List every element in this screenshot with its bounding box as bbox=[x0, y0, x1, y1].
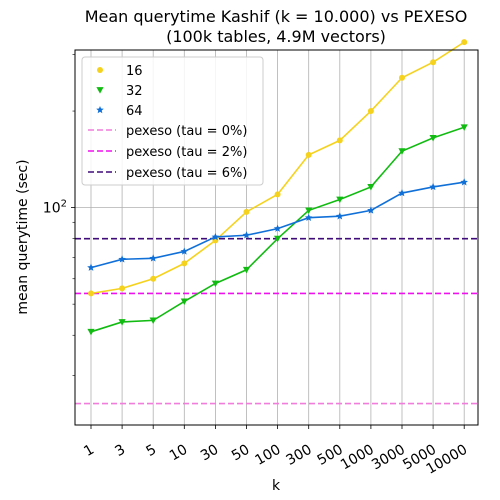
data-point bbox=[429, 182, 437, 191]
legend-label: 16 bbox=[126, 64, 143, 79]
legend-item: 16 bbox=[97, 64, 143, 79]
legend-item: pexeso (tau = 2%) bbox=[88, 145, 247, 160]
x-tick-label: 50 bbox=[229, 442, 252, 465]
data-point bbox=[243, 208, 250, 215]
data-point bbox=[180, 247, 189, 255]
data-point bbox=[150, 275, 157, 282]
data-point bbox=[87, 263, 95, 271]
x-tick-label: 30 bbox=[198, 442, 221, 465]
data-point bbox=[87, 328, 95, 336]
data-point bbox=[336, 196, 344, 204]
legend: 16 32 64 pexeso (tau = 0%) pexeso (tau = 2%)… bbox=[81, 56, 264, 186]
chart-subtitle: (100k tables, 4.9M vectors) bbox=[166, 27, 386, 46]
data-point bbox=[305, 207, 313, 215]
y-axis-label: mean querytime (sec) bbox=[15, 159, 31, 314]
legend-label: pexeso (tau = 0%) bbox=[126, 124, 247, 139]
data-point bbox=[211, 232, 220, 241]
data-point bbox=[274, 191, 281, 198]
data-point bbox=[398, 148, 406, 155]
plot-frame bbox=[74, 49, 479, 426]
data-point bbox=[118, 319, 126, 326]
data-point bbox=[180, 298, 188, 305]
y-tick-label: 102 bbox=[43, 199, 67, 217]
legend-marker bbox=[97, 67, 103, 73]
data-point bbox=[149, 254, 157, 262]
data-point bbox=[336, 212, 344, 220]
legend-item: 64 bbox=[96, 104, 143, 119]
data-point bbox=[118, 255, 126, 263]
x-tick-label: 5 bbox=[143, 442, 159, 460]
data-point bbox=[211, 280, 219, 288]
legend-label: 32 bbox=[126, 84, 143, 99]
data-point bbox=[305, 151, 312, 158]
data-point bbox=[304, 213, 313, 221]
legend-box bbox=[81, 56, 264, 186]
data-point bbox=[88, 290, 94, 297]
x-tick-label: 100 bbox=[252, 442, 283, 469]
series-64 bbox=[87, 178, 468, 271]
series-16 bbox=[88, 39, 468, 297]
data-point bbox=[273, 224, 282, 232]
legend-label: 64 bbox=[126, 104, 143, 119]
data-point bbox=[398, 189, 406, 197]
series bbox=[87, 39, 468, 336]
data-point bbox=[274, 235, 282, 243]
data-point bbox=[430, 59, 437, 66]
series-32 bbox=[87, 124, 468, 336]
x-tick-label: 3 bbox=[112, 442, 128, 460]
data-point bbox=[460, 124, 468, 131]
legend-item: pexeso (tau = 6%) bbox=[88, 166, 247, 181]
data-point bbox=[119, 285, 126, 292]
data-point bbox=[242, 231, 251, 239]
data-point bbox=[429, 134, 437, 142]
data-point bbox=[149, 317, 157, 324]
data-point bbox=[181, 260, 188, 267]
data-point bbox=[460, 178, 468, 186]
x-tick-label: 10 bbox=[167, 442, 190, 465]
x-tick-label: 1 bbox=[81, 442, 97, 460]
data-point bbox=[367, 108, 374, 115]
legend-item: 32 bbox=[96, 84, 143, 99]
data-point bbox=[367, 184, 375, 191]
x-tick-label: 300 bbox=[284, 442, 315, 469]
legend-marker bbox=[96, 87, 104, 94]
chart-title: Mean querytime Kashif (k = 10.000) vs PE… bbox=[85, 7, 468, 26]
data-point bbox=[367, 206, 375, 214]
legend-label: pexeso (tau = 6%) bbox=[126, 166, 247, 181]
data-point bbox=[461, 39, 468, 46]
legend-label: pexeso (tau = 2%) bbox=[126, 145, 247, 160]
legend-marker bbox=[96, 106, 104, 114]
data-point bbox=[242, 266, 251, 274]
legend-item: pexeso (tau = 0%) bbox=[88, 124, 247, 139]
x-axis-label: k bbox=[272, 478, 281, 494]
data-point bbox=[399, 74, 405, 81]
data-point bbox=[336, 137, 343, 144]
